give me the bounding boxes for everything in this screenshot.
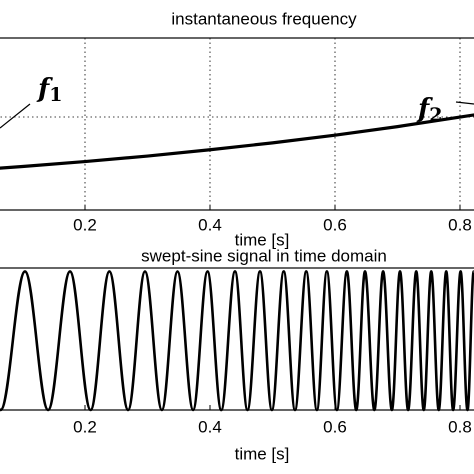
annotation-symbol: f — [36, 74, 53, 104]
x-tick-label: 0.4 — [198, 215, 222, 234]
data-line — [0, 113, 474, 170]
x-tick-label: 0.2 — [73, 417, 97, 436]
annotation-symbol: f — [416, 94, 433, 124]
chart-title: swept-sine signal in time domain — [141, 246, 387, 265]
x-tick-label: 0.2 — [73, 215, 97, 234]
annotation-pointer — [0, 103, 31, 129]
x-tick-label: 0.8 — [448, 417, 472, 436]
data-line — [0, 270, 474, 412]
annotation-subscript: 1 — [49, 84, 62, 106]
x-tick-label: 0.8 — [448, 215, 472, 234]
annotation: f2 — [416, 94, 442, 126]
axes-box — [0, 37, 474, 211]
annotation: f1 — [36, 74, 62, 106]
x-tick-label: 0.6 — [323, 417, 347, 436]
x-tick-label: 0.6 — [323, 215, 347, 234]
annotation-pointer — [455, 101, 474, 105]
x-axis-label: time [s] — [235, 230, 290, 249]
chart-title: instantaneous frequency — [171, 9, 357, 28]
x-tick-label: 0.4 — [198, 417, 222, 436]
x-axis-label: time [s] — [235, 444, 290, 463]
annotation-subscript: 2 — [429, 104, 442, 126]
